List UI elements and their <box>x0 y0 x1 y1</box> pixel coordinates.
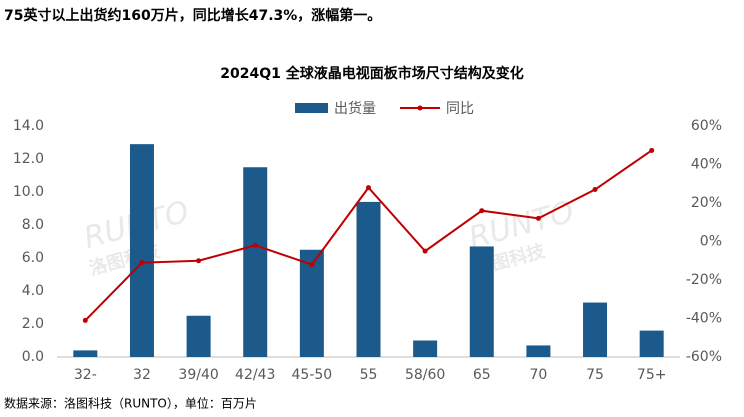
line-marker <box>309 262 315 268</box>
y-tick-label: 12.0 <box>13 151 44 167</box>
y-tick-label: 8.0 <box>22 217 44 233</box>
bar <box>186 315 211 357</box>
bar <box>129 144 154 357</box>
chart-title: 2024Q1 全球液晶电视面板市场尺寸结构及变化 <box>220 65 523 82</box>
source-note: 数据来源：洛图科技（RUNTO），单位：百万片 <box>4 396 257 411</box>
bar <box>639 330 664 357</box>
y2-tick-label: -60% <box>686 349 722 365</box>
x-tick-label: 55 <box>360 367 378 383</box>
bar <box>299 249 324 357</box>
y-tick-label: 2.0 <box>22 316 44 332</box>
bar <box>583 302 608 357</box>
x-tick-label: 70 <box>529 367 547 383</box>
x-tick-label: 32 <box>133 367 151 383</box>
line-marker <box>535 215 541 221</box>
y-tick-label: 14.0 <box>13 118 44 134</box>
y2-tick-label: 40% <box>691 157 722 173</box>
x-tick-label: 65 <box>473 367 491 383</box>
line-marker <box>366 185 371 191</box>
bar <box>526 345 551 357</box>
y-tick-label: 10.0 <box>13 184 44 200</box>
y-tick-label: 6.0 <box>22 250 44 266</box>
bar <box>469 246 494 357</box>
x-tick-label: 32- <box>74 367 97 383</box>
y2-tick-label: -20% <box>686 272 722 288</box>
line-marker <box>82 317 88 323</box>
watermark: RUNTO 洛图科技 RUNTO 洛图科技 <box>80 194 578 279</box>
line-marker <box>479 208 485 214</box>
y2-tick-label: 20% <box>691 195 722 211</box>
y2-tick-label: -40% <box>686 311 722 327</box>
y-tick-label: 0.0 <box>22 349 44 365</box>
line-marker <box>196 258 202 264</box>
legend-swatch <box>417 105 423 111</box>
y2-tick-label: 0% <box>700 234 722 250</box>
y2-tick-label: 60% <box>691 118 722 134</box>
headline: 75英寸以上出货约160万片，同比增长47.3%，涨幅第一。 <box>4 7 381 24</box>
x-tick-label: 75 <box>586 367 604 383</box>
x-tick-label: 58/60 <box>405 367 445 383</box>
line-marker <box>649 147 655 153</box>
x-tick-label: 42/43 <box>235 367 275 383</box>
x-tick-label: 75+ <box>637 367 667 383</box>
x-tick-label: 45-50 <box>292 367 333 383</box>
line-marker <box>139 260 145 266</box>
x-tick-label: 39/40 <box>178 367 218 383</box>
bar <box>73 350 98 357</box>
legend-label: 出货量 <box>334 100 376 117</box>
y-tick-label: 4.0 <box>22 283 44 299</box>
legend-label: 同比 <box>446 101 474 117</box>
bar <box>413 340 438 357</box>
line-marker <box>422 248 428 254</box>
bar <box>243 167 268 357</box>
legend-swatch <box>295 103 328 113</box>
bar <box>356 201 381 357</box>
line-marker <box>592 187 598 193</box>
line-marker <box>252 242 258 248</box>
